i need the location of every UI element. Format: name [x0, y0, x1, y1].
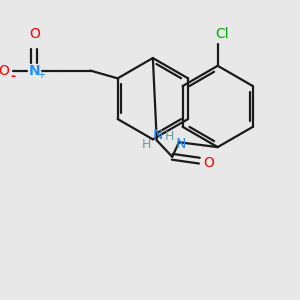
- Text: H: H: [141, 138, 151, 151]
- Text: Cl: Cl: [215, 27, 228, 41]
- Text: N: N: [28, 64, 40, 78]
- Text: N: N: [152, 128, 163, 142]
- Text: O: O: [0, 64, 9, 78]
- Text: O: O: [29, 27, 40, 41]
- Text: +: +: [37, 70, 45, 80]
- Text: O: O: [204, 156, 214, 170]
- Text: -: -: [11, 70, 16, 83]
- Text: N: N: [176, 137, 186, 151]
- Text: H: H: [165, 130, 174, 143]
